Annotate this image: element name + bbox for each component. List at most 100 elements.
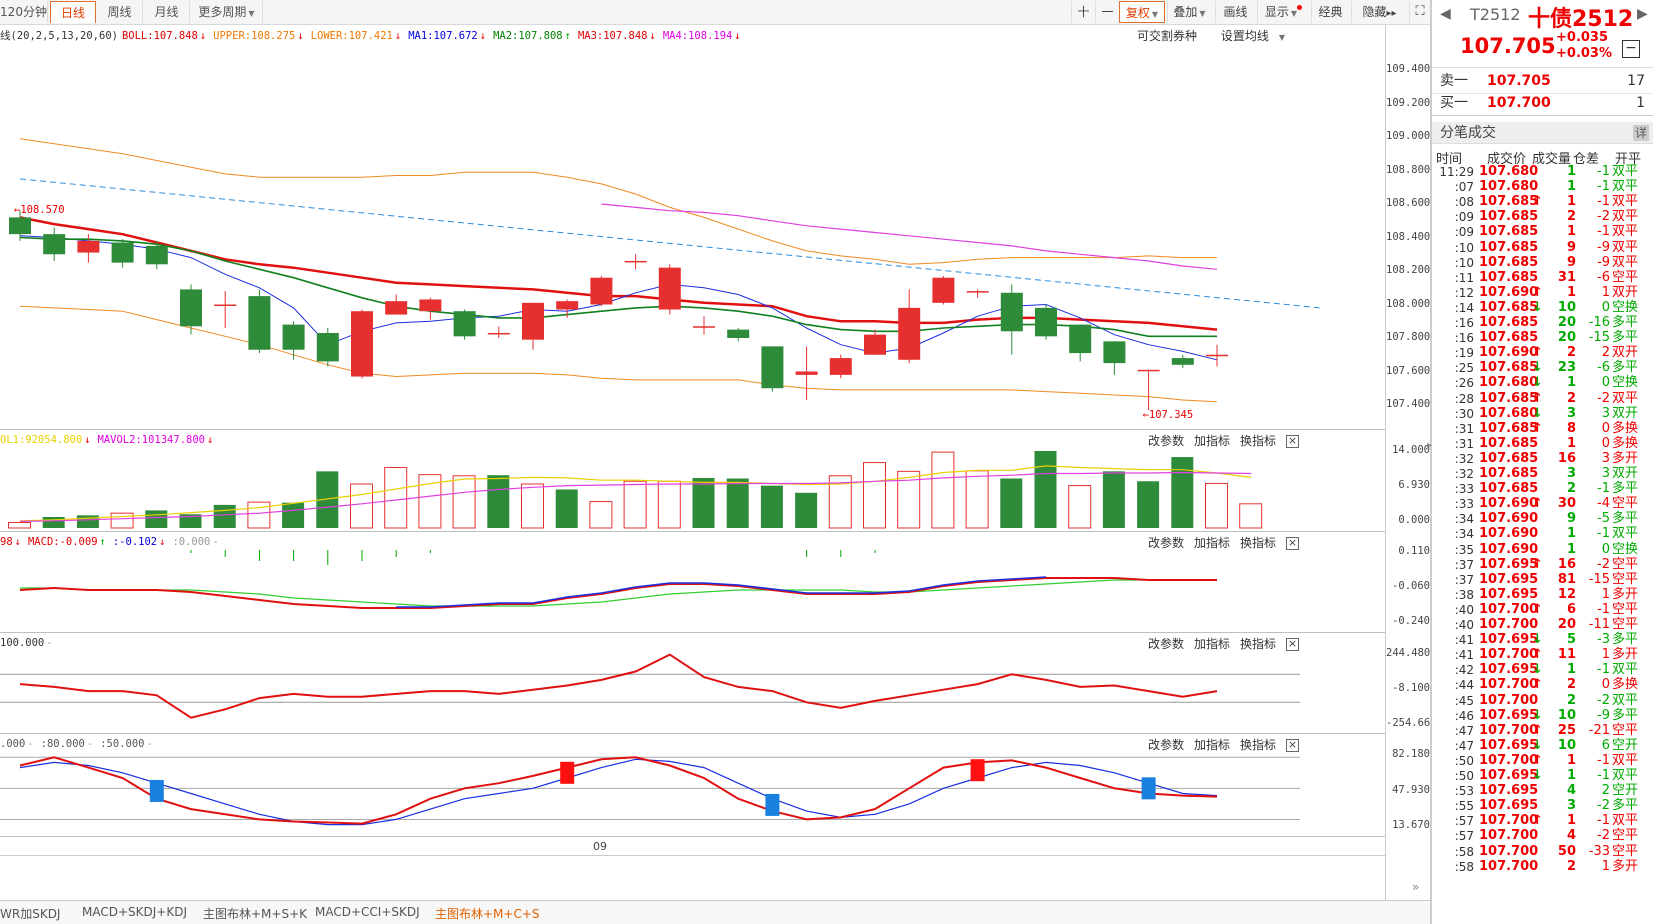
ask-row: 卖一 107.705 17 [1432, 68, 1653, 94]
switch-indicator-link[interactable]: 换指标 [1239, 738, 1276, 752]
switch-indicator-link[interactable]: 换指标 [1239, 536, 1276, 550]
tick-time: :40 [1454, 602, 1474, 617]
tab-macd-cci-skdj[interactable]: MACD+CCI+SKDJ [315, 905, 420, 919]
tick-time: :34 [1454, 527, 1474, 542]
add-indicator-link[interactable]: 加指标 [1193, 738, 1230, 752]
fullscreen-icon[interactable]: ⛶ [1409, 1, 1430, 23]
tick-row: :50 107.695 ↓ 1 -1 双平 [1432, 768, 1653, 784]
tab-macd-skdj-kdj[interactable]: MACD+SKDJ+KDJ [82, 905, 187, 919]
tab-120min[interactable]: 120分钟 [0, 1, 48, 23]
tick-price: 107.695 [1479, 556, 1539, 572]
zoom-out-button[interactable]: 一 [1095, 1, 1119, 23]
tick-time: :07 [1454, 180, 1474, 195]
tick-time: :58 [1454, 859, 1474, 874]
tick-time: :25 [1454, 361, 1474, 376]
tick-volume: 1 [1566, 179, 1576, 195]
switch-indicator-link[interactable]: 换指标 [1239, 637, 1276, 651]
tick-row: :44 107.700 ↑ 2 0 多换 [1432, 677, 1653, 693]
edit-params-link[interactable]: 改参数 [1147, 536, 1184, 550]
draw-line-button[interactable]: 画线 [1215, 1, 1255, 23]
tick-oi-change: 6 [1601, 737, 1610, 753]
tick-type: 空换 [1612, 375, 1639, 391]
tab-boll-m-s-k[interactable]: 主图布林+M+S+K [203, 907, 308, 921]
candle [1000, 284, 1023, 355]
x-axis: 09 [0, 837, 1385, 856]
tick-row: :32 107.685 16 3 多开 [1432, 451, 1653, 467]
kdj-signal-marker [970, 759, 985, 782]
candle [727, 327, 750, 342]
tick-oi-change: 0 [1601, 541, 1610, 557]
zoom-in-button[interactable]: 十 [1071, 1, 1095, 23]
y-tick-label: 109.200 [1386, 96, 1431, 109]
volume-bar [1205, 482, 1228, 529]
adjust-button[interactable]: 复权 ▼ [1119, 1, 1165, 23]
tick-price: 107.695 [1479, 662, 1539, 678]
switch-indicator-link[interactable]: 换指标 [1239, 434, 1276, 448]
tick-price: 107.685 [1479, 269, 1539, 285]
panel-divider [0, 531, 1385, 532]
ticks-detail-button[interactable]: 详 [1633, 125, 1649, 141]
close-icon[interactable]: × [1286, 536, 1299, 550]
tick-time: :41 [1454, 648, 1474, 663]
volume-bar [384, 467, 408, 529]
tick-type: 双开 [1612, 466, 1639, 481]
add-indicator-link[interactable]: 加指标 [1193, 637, 1230, 651]
tick-row: :33 107.690 ↑ 30 -4 空平 [1432, 496, 1653, 512]
tick-type: 双开 [1612, 284, 1639, 300]
set-ma-link[interactable]: 设置均线 ▼ [1211, 29, 1285, 43]
indicator-label: MAVOL2:101347.800 [97, 434, 205, 446]
vol-indicator-values: OL1:92054.800 ↓ MAVOL2:101347.800 ↓ [0, 434, 220, 446]
prev-contract-icon[interactable]: ◀ [1440, 6, 1451, 22]
volume-bar [179, 514, 202, 528]
tick-row: :40 107.700 ↑ 6 -1 空平 [1432, 602, 1653, 618]
tick-price: 107.685 [1479, 481, 1539, 497]
cci-chart[interactable] [0, 650, 1385, 733]
close-icon[interactable]: × [1286, 637, 1299, 651]
tick-row: :41 107.695 ↓ 5 -3 多平 [1432, 632, 1653, 648]
collapse-panel-icon[interactable]: ▸ [1427, 440, 1433, 451]
tick-oi-change: -16 [1588, 315, 1610, 330]
add-indicator-link[interactable]: 加指标 [1193, 536, 1230, 550]
y-tick-label: 109.000 [1386, 130, 1431, 142]
indicator-value: :80.000- [41, 738, 94, 750]
overlay-button[interactable]: 叠加 ▼ [1167, 1, 1211, 23]
tab-boll-m-c-s[interactable]: 主图布林+M+C+S [435, 907, 540, 921]
tab-weekly[interactable]: 周线 [97, 1, 143, 23]
display-button[interactable]: 显示 ▼ [1257, 1, 1309, 23]
vol-indicator-line: OL1:92054.800 ↓ MAVOL2:101347.800 ↓ [0, 433, 227, 447]
tick-time: :14 [1454, 300, 1474, 315]
deliverable-bonds-link[interactable]: 可交割券种 [1136, 29, 1197, 43]
tab-monthly[interactable]: 月线 [144, 1, 190, 23]
edit-params-link[interactable]: 改参数 [1147, 637, 1184, 651]
tick-volume: 1 [1566, 375, 1576, 391]
macd-chart[interactable] [0, 550, 1385, 632]
volume-bar [42, 517, 65, 528]
minus-icon[interactable]: − [1622, 40, 1640, 58]
tab-more-periods[interactable]: 更多周期 ▼ [191, 1, 263, 23]
tick-type: 空开 [1612, 737, 1639, 753]
candle [180, 284, 202, 335]
kdj-signal-marker [560, 761, 575, 784]
edit-params-link[interactable]: 改参数 [1147, 738, 1184, 752]
arrow-down-icon: ↓ [1532, 737, 1543, 753]
ticks-column-headers: 时间 成交价 成交量 仓差 开平 [1432, 148, 1653, 167]
close-icon[interactable]: × [1286, 434, 1299, 448]
kdj-chart[interactable] [0, 752, 1385, 836]
hide-button[interactable]: 隐藏▸▸ [1351, 1, 1407, 23]
close-icon[interactable]: × [1286, 738, 1299, 752]
add-indicator-link[interactable]: 加指标 [1193, 434, 1230, 448]
tick-time: :40 [1454, 618, 1474, 632]
next-contract-icon[interactable]: ▶ [1637, 6, 1648, 22]
tab-daily[interactable]: 日线 [50, 1, 96, 23]
tick-oi-change: -6 [1597, 360, 1610, 376]
edit-params-link[interactable]: 改参数 [1147, 434, 1184, 448]
tick-type: 空平 [1612, 496, 1639, 512]
tick-time: :44 [1454, 678, 1474, 693]
classic-button[interactable]: 经典 [1311, 1, 1349, 23]
ticks-title: 分笔成交 [1440, 125, 1496, 141]
y-tick-label: 108.000 [1386, 297, 1431, 310]
candlestick-chart[interactable]: ←108.570 ←107.345 [0, 44, 1385, 428]
tab-wr-skdj[interactable]: WR加SKDJ [0, 907, 61, 921]
volume-chart[interactable] [0, 448, 1385, 532]
scroll-right-icon[interactable]: » [1412, 880, 1420, 894]
